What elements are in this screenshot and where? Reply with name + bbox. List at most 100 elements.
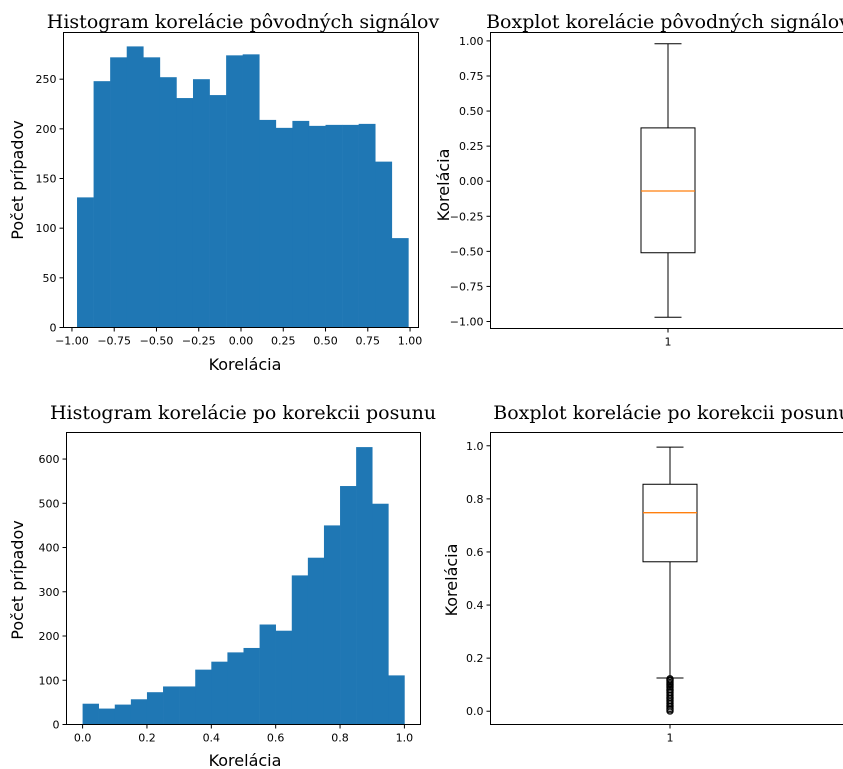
histogram-bar: [146, 692, 164, 725]
y-tick-label: −0.50: [450, 245, 484, 258]
histogram-bar: [342, 124, 359, 328]
chart-title: Histogram korelácie po korekcii posunu: [50, 402, 436, 424]
histogram-bar: [308, 125, 326, 328]
y-tick-label: 500: [39, 497, 60, 510]
outlier-point: [666, 707, 674, 715]
y-axis-ticks: −1.00 −0.75 −0.50 −0.25 0.00 0.25 0.50 0.75 1.00: [450, 35, 491, 328]
histogram-bar: [388, 675, 405, 725]
y-tick-label: 0.50: [459, 105, 484, 118]
x-tick-label: 0.00: [229, 335, 254, 348]
x-tick-label: 0.2: [138, 732, 156, 745]
boxplot-box: [640, 43, 696, 318]
histogram-bar: [77, 197, 94, 328]
y-tick-label: −1.00: [450, 315, 484, 328]
y-tick-label: 300: [39, 586, 60, 599]
histogram-bar: [291, 575, 309, 725]
histogram-bar: [340, 486, 357, 725]
histogram-bar: [325, 124, 343, 328]
plot-frame: [63, 32, 419, 328]
y-axis-ticks: 0.0 0.2 0.4 0.6 0.8 1.0: [466, 440, 491, 718]
plot-frame: [490, 432, 843, 725]
plot-frame: [490, 32, 843, 329]
y-tick-label: 0.4: [466, 599, 484, 612]
histogram-bar: [110, 57, 128, 328]
histogram-bar: [130, 699, 148, 725]
x-tick-label: 1: [665, 336, 672, 349]
histogram-corrected-panel: Histogram korelácie po korekcii posunu 0…: [8, 402, 436, 769]
histogram-bar: [98, 708, 116, 725]
y-tick-label: 150: [36, 173, 57, 186]
histogram-bar: [114, 704, 132, 725]
x-axis-ticks: 1: [667, 724, 674, 745]
chart-title: Histogram korelácie pôvodných signálov: [47, 11, 440, 33]
histogram-bars: [77, 46, 409, 328]
y-axis-ticks: 0 100 200 300 400 500 600: [39, 453, 67, 732]
y-tick-label: 200: [39, 630, 60, 643]
y-tick-label: 0.6: [466, 546, 484, 559]
y-tick-label: 100: [36, 222, 57, 235]
y-tick-label: 0.2: [466, 652, 484, 665]
histogram-bars: [82, 447, 405, 725]
histogram-bar: [227, 652, 244, 725]
plot-frame: [66, 432, 421, 725]
y-tick-label: 600: [39, 453, 60, 466]
y-tick-label: 100: [39, 674, 60, 687]
x-tick-label: 1: [667, 732, 674, 745]
boxplot-original-panel: Boxplot korelácie pôvodných signálov −1.…: [434, 11, 843, 349]
histogram-bar: [243, 647, 260, 725]
x-tick-label: 1.0: [396, 732, 414, 745]
histogram-bar: [93, 81, 111, 328]
y-tick-label: 0.8: [466, 493, 484, 506]
histogram-bar: [159, 77, 177, 328]
histogram-bar: [242, 54, 260, 328]
y-tick-label: 1.00: [459, 35, 484, 48]
x-tick-label: 0.8: [331, 732, 349, 745]
histogram-bar: [226, 55, 243, 328]
chart-title: Boxplot korelácie po korekcii posunu: [493, 402, 843, 424]
histogram-bar: [195, 669, 212, 725]
histogram-bar: [275, 630, 293, 725]
y-tick-label: 400: [39, 542, 60, 555]
boxplot-box: [642, 446, 698, 715]
histogram-bar: [372, 503, 389, 725]
y-tick-label: 50: [43, 272, 57, 285]
box-iqr: [642, 483, 698, 563]
x-tick-label: 0.25: [271, 335, 296, 348]
histogram-bar: [82, 703, 99, 725]
histogram-bar: [179, 686, 196, 725]
histogram-bar: [143, 57, 161, 328]
y-tick-label: 0: [50, 322, 57, 335]
histogram-bar: [163, 686, 180, 725]
x-tick-label: −0.50: [140, 335, 174, 348]
y-tick-label: 0.25: [459, 140, 484, 153]
histogram-bar: [375, 161, 393, 328]
y-tick-label: −0.75: [450, 280, 484, 293]
histogram-bar: [275, 127, 293, 328]
y-tick-label: −0.25: [450, 210, 484, 223]
histogram-bar: [259, 624, 276, 725]
y-axis-ticks: 0 50 100 150 200 250: [36, 73, 64, 335]
box-iqr: [640, 127, 696, 254]
x-tick-label: 0.75: [356, 335, 381, 348]
y-tick-label: 0.75: [459, 70, 484, 83]
x-tick-label: −0.25: [182, 335, 216, 348]
x-tick-label: −0.75: [97, 335, 131, 348]
y-axis-label: Korelácia: [442, 544, 461, 617]
histogram-bar: [307, 557, 325, 725]
histogram-bar: [259, 119, 277, 328]
histogram-bar: [176, 98, 194, 328]
histogram-bar: [292, 120, 310, 328]
y-axis-label: Korelácia: [434, 149, 453, 222]
y-axis-label: Počet prípadov: [8, 120, 27, 239]
histogram-bar: [323, 525, 341, 725]
x-tick-label: 0.0: [74, 732, 92, 745]
x-axis-label: Korelácia: [209, 751, 282, 769]
histogram-original-panel: Histogram korelácie pôvodných signálov −…: [8, 11, 439, 374]
y-tick-label: 1.0: [466, 440, 484, 453]
y-tick-label: 200: [36, 123, 57, 136]
histogram-bar: [391, 238, 409, 328]
y-tick-label: 0: [53, 719, 60, 732]
y-tick-label: 250: [36, 73, 57, 86]
y-tick-label: 0.00: [459, 175, 484, 188]
